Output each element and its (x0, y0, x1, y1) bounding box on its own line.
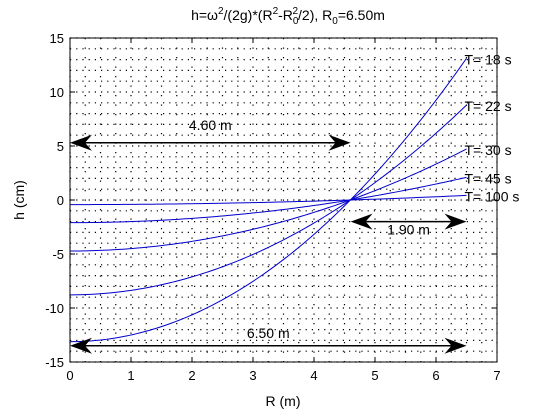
x-tick-label: 5 (371, 368, 378, 383)
plot-frame (69, 37, 498, 363)
x-tick-label: 7 (493, 368, 500, 383)
x-axis-label: R (m) (266, 393, 301, 409)
series-label: T= 22 s (465, 98, 512, 114)
title-prefix: h= (191, 7, 207, 23)
curves (69, 58, 467, 343)
series-line (70, 194, 467, 206)
annotations: 4.60 m 1.90 m 6.50 m (70, 117, 467, 354)
y-tick-label: 15 (50, 31, 64, 46)
x-tick-label: 4 (310, 368, 317, 383)
arrow-head-left (350, 213, 373, 230)
title-omega: ω (207, 7, 218, 23)
arrow-head-right (328, 134, 351, 151)
x-tick-label: 3 (249, 368, 256, 383)
title-sub: 0 (293, 16, 299, 27)
annotation-label: 6.50 m (247, 325, 290, 341)
y-tick-label: -15 (45, 355, 64, 370)
title-exp: 2 (218, 6, 224, 17)
title-sub-2: 0 (332, 16, 338, 27)
chart-title: h=ω2/(2g)*(R2-R02/2), R0=6.50m (191, 6, 385, 27)
series-label: T= 30 s (465, 142, 512, 158)
arrow-head-left (70, 337, 92, 354)
series-line (69, 58, 467, 343)
grid (69, 37, 498, 363)
arrow-head-right (444, 213, 467, 230)
title-exp-3: 2 (292, 6, 298, 17)
arrow-head-right (444, 337, 467, 354)
x-tick-label: 2 (188, 368, 195, 383)
annotation-label: 1.90 m (387, 222, 430, 238)
title-minus: -R (278, 7, 293, 23)
series-line (70, 176, 467, 224)
x-tick-label: 0 (66, 368, 73, 383)
title-exp-2: 2 (273, 6, 279, 17)
series-label: T= 100 s (465, 188, 520, 204)
y-tick-label: -5 (52, 247, 64, 262)
title-tail: /2), R (298, 7, 332, 23)
title-mid: /(2g)*(R (224, 7, 273, 23)
y-tick-label: 0 (57, 193, 64, 208)
y-tick-label: 5 (57, 139, 64, 154)
y-tick-label: -10 (45, 301, 64, 316)
y-tick-label: 10 (50, 85, 64, 100)
y-axis-label: h (cm) (11, 180, 27, 220)
series-labels: T= 18 s T= 22 s T= 30 s T= 45 s T= 100 s (465, 51, 520, 204)
x-tick-label: 1 (127, 368, 134, 383)
series-label: T= 45 s (465, 170, 512, 186)
series-line (69, 104, 467, 296)
series-label: T= 18 s (465, 51, 512, 67)
arrow-head-left (70, 134, 92, 151)
title-suffix: =6.50m (338, 7, 385, 23)
annotation-label: 4.60 m (189, 117, 232, 133)
series-line (69, 148, 467, 252)
x-tick-label: 6 (432, 368, 439, 383)
